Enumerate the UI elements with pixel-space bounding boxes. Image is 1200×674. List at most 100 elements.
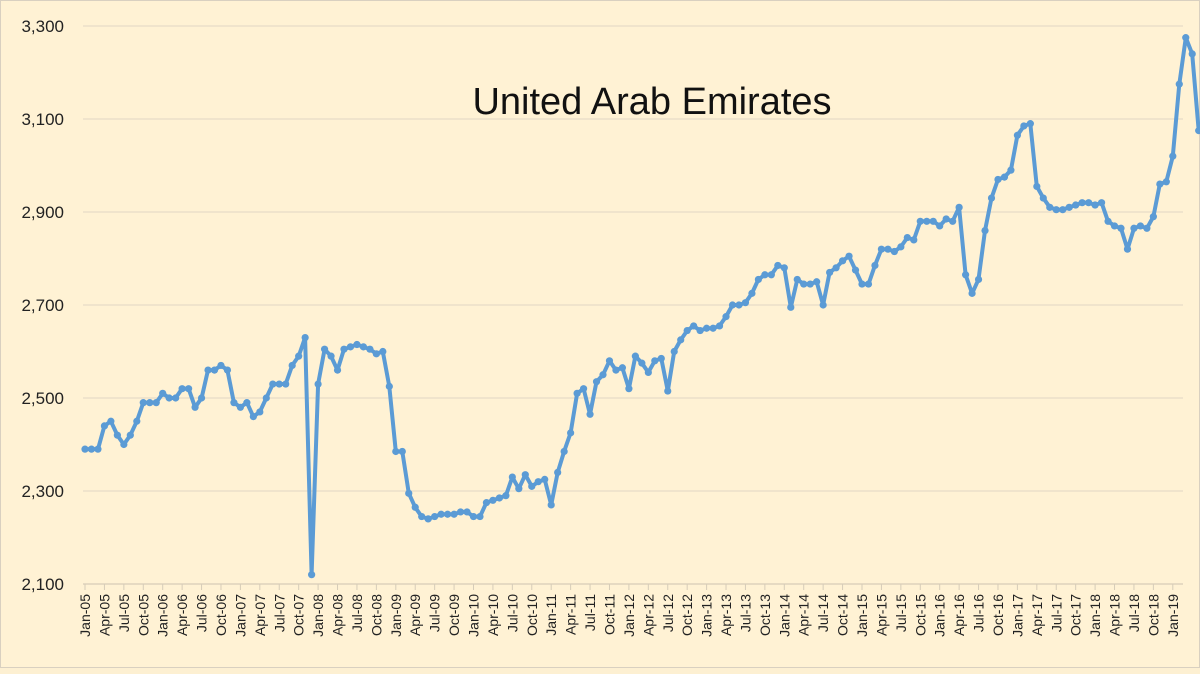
x-tick-label: Apr-12 bbox=[640, 594, 656, 636]
x-tick-label: Jan-18 bbox=[1087, 594, 1103, 637]
y-tick-label: 2,700 bbox=[21, 296, 64, 315]
data-point bbox=[528, 482, 536, 490]
data-point bbox=[618, 364, 627, 372]
data-point bbox=[152, 399, 160, 407]
x-tick-label: Jul-11 bbox=[582, 594, 598, 631]
data-point bbox=[573, 389, 581, 397]
data-point bbox=[191, 403, 199, 411]
x-tick-label: Jan-14 bbox=[776, 594, 792, 637]
x-tick-label: Oct-07 bbox=[291, 594, 307, 636]
chart-title: United Arab Emirates bbox=[472, 81, 831, 123]
data-point bbox=[897, 243, 905, 251]
y-tick-label: 2,100 bbox=[21, 575, 64, 594]
data-point bbox=[890, 247, 898, 256]
data-point bbox=[1175, 80, 1183, 88]
data-point bbox=[437, 510, 445, 518]
data-point bbox=[249, 413, 257, 421]
data-point bbox=[113, 431, 121, 439]
data-point bbox=[204, 366, 212, 374]
x-tick-label: Oct-16 bbox=[990, 594, 1006, 636]
data-point bbox=[715, 322, 724, 330]
data-point bbox=[424, 515, 432, 523]
data-point bbox=[120, 440, 128, 449]
x-tick-label: Jan-13 bbox=[699, 594, 715, 637]
data-point bbox=[107, 417, 115, 425]
x-tick-label: Apr-11 bbox=[563, 594, 579, 635]
data-point bbox=[1182, 34, 1190, 42]
data-point bbox=[146, 399, 154, 407]
x-tick-label: Jan-09 bbox=[388, 594, 404, 637]
x-tick-label: Oct-05 bbox=[135, 594, 151, 636]
data-point bbox=[767, 271, 775, 279]
data-point bbox=[133, 417, 141, 425]
data-point bbox=[657, 354, 665, 363]
x-tick-label: Jan-07 bbox=[232, 594, 248, 637]
data-point bbox=[515, 485, 523, 493]
x-tick-label: Jan-06 bbox=[155, 594, 171, 637]
data-point bbox=[1123, 245, 1132, 253]
x-tick-label: Oct-12 bbox=[679, 594, 695, 636]
data-point bbox=[1130, 224, 1138, 232]
data-point bbox=[262, 394, 270, 402]
data-point bbox=[605, 357, 614, 365]
x-tick-label: Apr-10 bbox=[485, 594, 501, 636]
data-point bbox=[1013, 131, 1022, 139]
data-point bbox=[858, 280, 866, 288]
data-point bbox=[761, 271, 769, 279]
data-point bbox=[450, 510, 458, 518]
data-point bbox=[87, 445, 96, 453]
data-point bbox=[554, 468, 562, 476]
data-point bbox=[1188, 50, 1196, 58]
data-point bbox=[962, 271, 970, 279]
data-point bbox=[1033, 182, 1041, 191]
data-point bbox=[1162, 178, 1170, 186]
data-point bbox=[987, 194, 996, 202]
data-point bbox=[813, 278, 821, 286]
x-tick-label: Jul-16 bbox=[971, 594, 987, 632]
x-tick-label: Jul-14 bbox=[815, 594, 831, 632]
data-point bbox=[877, 245, 886, 253]
data-point bbox=[625, 385, 633, 393]
x-tick-label: Oct-17 bbox=[1068, 594, 1084, 636]
data-point bbox=[463, 508, 471, 516]
data-point bbox=[955, 203, 963, 211]
data-point bbox=[1156, 180, 1164, 188]
data-point bbox=[489, 496, 497, 504]
y-tick-label: 2,300 bbox=[21, 482, 64, 501]
data-point bbox=[178, 385, 186, 393]
data-point bbox=[1104, 217, 1112, 225]
data-point bbox=[1059, 206, 1067, 214]
data-point bbox=[864, 280, 873, 288]
data-point bbox=[230, 399, 238, 407]
data-point bbox=[780, 264, 788, 272]
data-point bbox=[579, 385, 588, 393]
data-point bbox=[282, 380, 290, 388]
data-point bbox=[94, 445, 102, 453]
x-tick-label: Oct-10 bbox=[524, 594, 540, 636]
data-point bbox=[690, 322, 698, 330]
data-point bbox=[1085, 199, 1093, 207]
data-point bbox=[1097, 199, 1106, 207]
data-point bbox=[534, 478, 542, 486]
data-point bbox=[1195, 127, 1200, 135]
x-tick-label: Jul-09 bbox=[427, 594, 443, 632]
data-point bbox=[100, 422, 109, 430]
x-tick-label: Apr-14 bbox=[796, 594, 812, 636]
x-tick-label: Jan-19 bbox=[1165, 594, 1181, 637]
data-point bbox=[709, 324, 717, 332]
data-point bbox=[1000, 173, 1009, 181]
data-point bbox=[884, 245, 892, 253]
data-point bbox=[379, 347, 387, 356]
data-point bbox=[851, 266, 860, 274]
data-point bbox=[126, 431, 134, 439]
data-point bbox=[832, 264, 840, 272]
data-point bbox=[521, 471, 529, 479]
data-point bbox=[1149, 213, 1157, 221]
data-point bbox=[340, 345, 348, 353]
data-point bbox=[1020, 122, 1028, 130]
data-point bbox=[683, 326, 691, 335]
data-point bbox=[308, 571, 316, 579]
data-point bbox=[826, 268, 834, 277]
data-point bbox=[210, 366, 219, 374]
